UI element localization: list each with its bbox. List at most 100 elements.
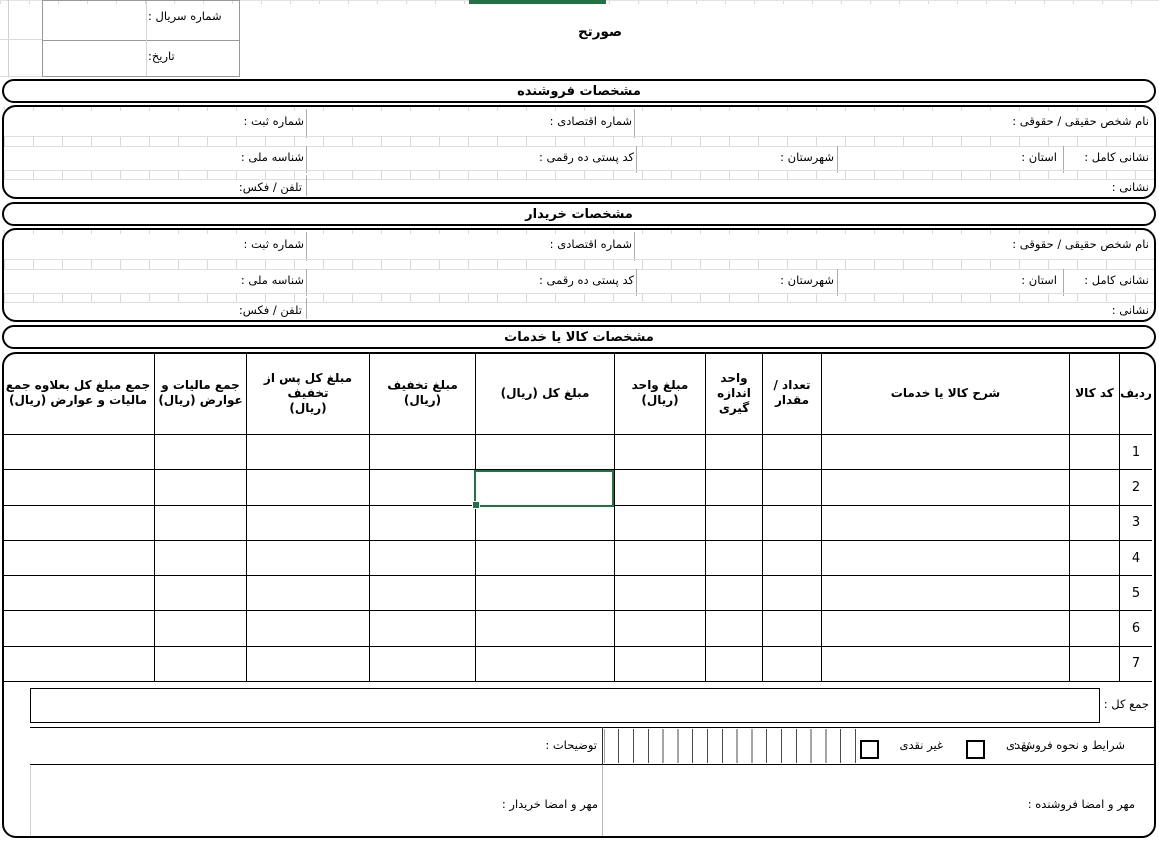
item-cell[interactable]	[369, 646, 475, 683]
item-cell[interactable]	[154, 505, 246, 541]
item-cell[interactable]	[246, 470, 369, 506]
item-cell[interactable]	[762, 576, 821, 612]
row-number-cell[interactable]: 6	[1119, 611, 1152, 647]
item-cell[interactable]	[154, 576, 246, 612]
item-cell[interactable]	[475, 611, 614, 647]
item-cell[interactable]	[821, 611, 1069, 647]
item-cell[interactable]	[246, 540, 369, 577]
item-cell[interactable]	[2, 470, 154, 506]
item-cell[interactable]	[614, 540, 705, 577]
seller-address-label: نشانی :	[1111, 180, 1149, 194]
item-cell[interactable]	[2, 576, 154, 612]
item-cell[interactable]	[475, 646, 614, 683]
selected-cell[interactable]	[472, 470, 614, 509]
item-cell[interactable]	[705, 435, 762, 471]
item-cell[interactable]	[369, 470, 475, 506]
item-cell[interactable]	[2, 611, 154, 647]
non-cash-checkbox[interactable]	[860, 740, 879, 759]
item-cell[interactable]	[475, 435, 614, 471]
item-cell[interactable]	[762, 646, 821, 683]
item-cell[interactable]	[154, 470, 246, 506]
item-cell[interactable]	[821, 646, 1069, 683]
cash-checkbox[interactable]	[966, 740, 985, 759]
item-cell[interactable]	[246, 646, 369, 683]
item-cell[interactable]	[246, 611, 369, 647]
item-cell[interactable]	[369, 505, 475, 541]
item-cell[interactable]	[369, 540, 475, 577]
item-cell[interactable]	[1069, 505, 1119, 541]
item-cell[interactable]	[762, 505, 821, 541]
row-number-cell[interactable]: 7	[1119, 646, 1152, 683]
item-cell[interactable]	[705, 611, 762, 647]
item-cell[interactable]	[1069, 646, 1119, 683]
item-cell[interactable]	[614, 646, 705, 683]
item-cell[interactable]	[1069, 435, 1119, 471]
cell-border	[837, 269, 838, 296]
buyer-details-box: نام شخص حقیقی / حقوقی : شماره اقتصادی : …	[2, 228, 1156, 322]
row-number-cell[interactable]: 5	[1119, 576, 1152, 612]
item-cell[interactable]	[614, 470, 705, 506]
column-header: شرح کالا یا خدمات	[821, 352, 1069, 435]
items-box	[2, 352, 1156, 838]
item-cell[interactable]	[1069, 576, 1119, 612]
grand-total-cell[interactable]	[30, 688, 1100, 723]
gridline-strip	[4, 293, 1154, 303]
seller-section-header: مشخصات فروشنده	[2, 79, 1156, 103]
selection-fill-handle[interactable]	[472, 501, 480, 509]
item-cell[interactable]	[821, 470, 1069, 506]
row-number-cell[interactable]: 3	[1119, 505, 1152, 541]
item-cell[interactable]	[475, 505, 614, 541]
item-cell[interactable]	[2, 506, 154, 541]
item-cell[interactable]	[154, 435, 246, 471]
item-cell[interactable]	[2, 647, 154, 683]
item-cell[interactable]	[705, 470, 762, 506]
item-cell[interactable]	[1069, 540, 1119, 577]
item-cell[interactable]	[154, 540, 246, 577]
item-cell[interactable]	[821, 576, 1069, 612]
buyer-postal-code-label: کد پستی ده رقمی :	[539, 273, 634, 287]
item-cell[interactable]	[762, 540, 821, 577]
item-cell[interactable]	[821, 540, 1069, 577]
item-cell[interactable]	[369, 611, 475, 647]
item-cell[interactable]	[614, 611, 705, 647]
item-cell[interactable]	[2, 541, 154, 577]
column-header: جمع مبلغ کل بعلاوه جمع مالیات و عوارض (ر…	[2, 352, 154, 435]
row-number-cell[interactable]: 4	[1119, 540, 1152, 577]
item-cell[interactable]	[614, 505, 705, 541]
seller-section-title: مشخصات فروشنده	[517, 83, 641, 99]
item-cell[interactable]	[821, 435, 1069, 471]
item-cell[interactable]	[762, 611, 821, 647]
serial-date-box: شماره سریال : تاریخ:	[42, 0, 240, 77]
seller-registration-label: شماره ثبت :	[243, 114, 304, 128]
item-cell[interactable]	[369, 435, 475, 471]
left-gridline-h2	[0, 76, 42, 77]
item-cell[interactable]	[705, 576, 762, 612]
item-cell[interactable]	[705, 646, 762, 683]
item-cell[interactable]	[1069, 470, 1119, 506]
seller-province-label: استان :	[1021, 150, 1057, 164]
item-cell[interactable]	[614, 435, 705, 471]
item-cell[interactable]	[762, 435, 821, 471]
buyer-name-label: نام شخص حقیقی / حقوقی :	[1012, 237, 1149, 251]
item-cell[interactable]	[246, 505, 369, 541]
item-cell[interactable]	[1069, 611, 1119, 647]
selected-column-indicator	[469, 0, 606, 4]
row-number-cell[interactable]: 2	[1119, 470, 1152, 506]
seller-details-box: نام شخص حقیقی / حقوقی : شماره اقتصادی : …	[2, 105, 1156, 199]
item-cell[interactable]	[475, 576, 614, 612]
item-cell[interactable]	[2, 435, 154, 471]
item-cell[interactable]	[821, 505, 1069, 541]
item-cell[interactable]	[154, 611, 246, 647]
item-cell[interactable]	[614, 576, 705, 612]
item-cell[interactable]	[246, 576, 369, 612]
amount-digit-cells[interactable]	[604, 729, 856, 763]
item-cell[interactable]	[705, 540, 762, 577]
item-cell[interactable]	[475, 540, 614, 577]
item-cell[interactable]	[154, 646, 246, 683]
item-cell[interactable]	[246, 435, 369, 471]
item-cell[interactable]	[762, 470, 821, 506]
row-number-cell[interactable]: 1	[1119, 435, 1152, 471]
item-cell[interactable]	[369, 576, 475, 612]
gridline-strip	[4, 170, 1154, 180]
item-cell[interactable]	[705, 505, 762, 541]
